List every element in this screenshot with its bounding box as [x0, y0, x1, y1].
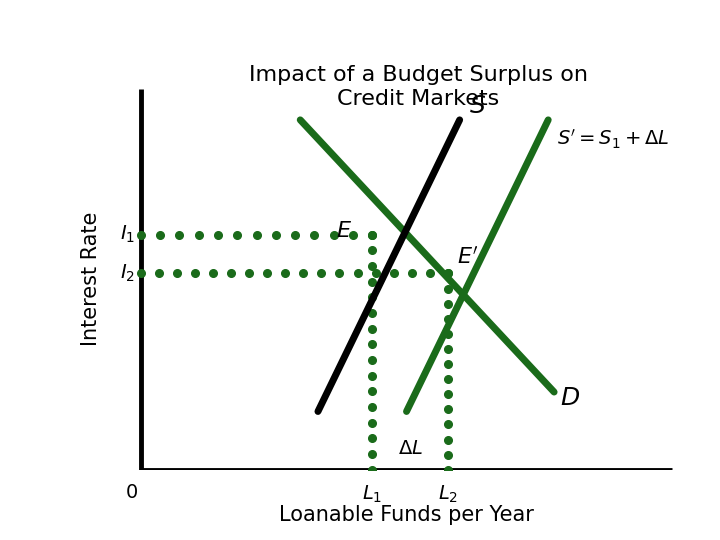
Text: Loanable Funds per Year: Loanable Funds per Year: [279, 505, 534, 525]
Text: $D$: $D$: [560, 386, 580, 410]
Text: $S' = S_1 + \Delta L$: $S' = S_1 + \Delta L$: [557, 127, 670, 151]
Text: $E$: $E$: [336, 221, 351, 241]
Text: $I_1$: $I_1$: [120, 224, 135, 245]
Text: Interest Rate: Interest Rate: [81, 212, 101, 347]
Text: Impact of a Budget Surplus on
Credit Markets: Impact of a Budget Surplus on Credit Mar…: [249, 65, 588, 109]
Text: $\Delta L$: $\Delta L$: [397, 439, 423, 458]
Text: $L_2$: $L_2$: [438, 483, 458, 505]
Text: $S$: $S$: [469, 94, 485, 118]
Text: 0: 0: [126, 483, 138, 502]
Text: $I_2$: $I_2$: [120, 263, 135, 284]
Text: $E'$: $E'$: [456, 246, 478, 268]
Text: $L_1$: $L_1$: [362, 483, 382, 505]
